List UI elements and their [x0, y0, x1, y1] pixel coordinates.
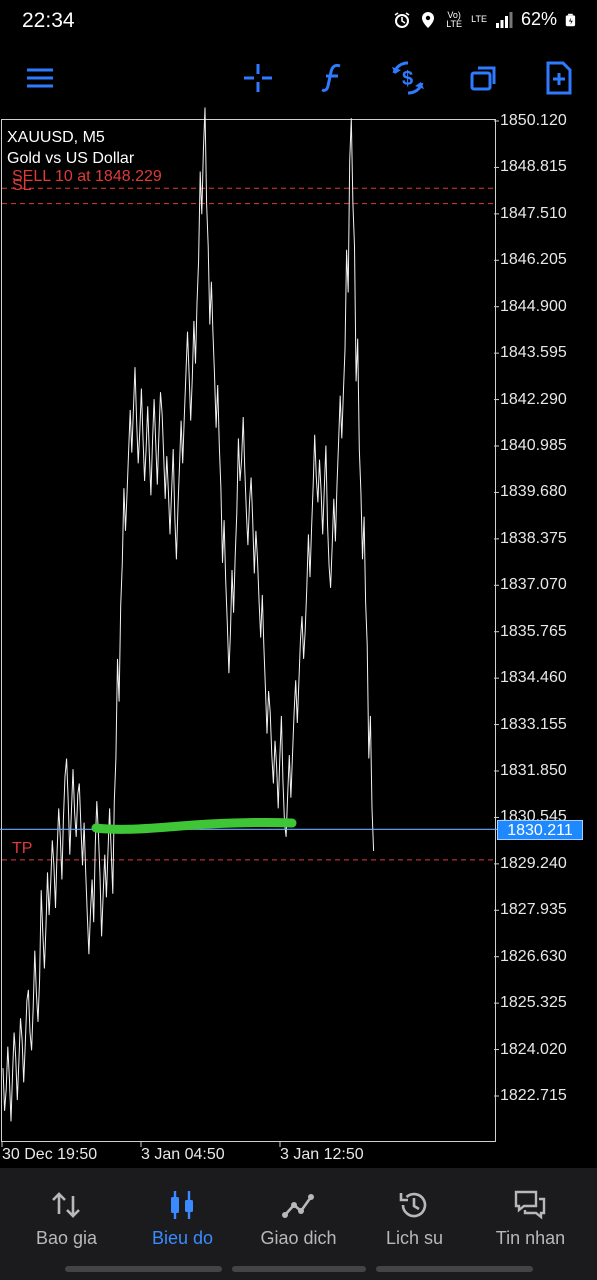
trade-line-icon: [282, 1194, 314, 1218]
battery-icon: [565, 13, 576, 26]
chart-plot-area[interactable]: [1, 119, 496, 1142]
take-profit-label: TP: [12, 840, 33, 857]
nav-quotes[interactable]: Bao gia: [7, 1168, 126, 1258]
crosshair-button[interactable]: [240, 60, 276, 96]
price-series-line: [2, 107, 375, 1122]
y-tick-label: 1837.070: [500, 576, 567, 594]
chart-description: Gold vs US Dollar: [7, 150, 135, 167]
messages-icon: [514, 1190, 546, 1220]
x-tick-label: 3 Jan 12:50: [280, 1146, 364, 1163]
system-nav-bar: [376, 1266, 533, 1272]
y-tick-label: 1833.155: [500, 715, 567, 733]
y-tick-label: 1846.205: [500, 251, 567, 269]
stop-loss-label: SL: [12, 177, 32, 194]
y-tick-label: 1825.325: [500, 994, 567, 1012]
trade-icon: $: [392, 61, 424, 95]
y-tick-label: 1829.240: [500, 854, 567, 872]
sell-order-label: SELL 10 at 1848.229: [12, 168, 162, 185]
current-price-badge: 1830.211: [497, 820, 583, 840]
nav-trade[interactable]: Giao dich: [239, 1168, 358, 1258]
new-order-icon: [546, 61, 572, 95]
system-nav-bar: [232, 1266, 366, 1272]
nav-chart[interactable]: Bieu do: [123, 1168, 242, 1258]
y-tick-label: 1827.935: [500, 901, 567, 919]
y-tick-label: 1850.120: [500, 112, 567, 129]
y-tick-label: 1844.900: [500, 297, 567, 315]
y-tick-label: 1822.715: [500, 1087, 567, 1104]
y-tick-label: 1838.375: [500, 529, 567, 547]
y-tick-label: 1831.850: [500, 762, 567, 779]
system-nav-bar: [65, 1266, 222, 1272]
status-bar: 22:34 Vo) LTE LTE 62%: [0, 0, 597, 44]
y-tick-label: 1848.815: [500, 158, 567, 176]
x-tick-label: 3 Jan 04:50: [141, 1146, 225, 1163]
signal-icon: [495, 11, 513, 28]
menu-button[interactable]: [22, 60, 58, 96]
y-tick-label: 1839.680: [500, 483, 567, 501]
history-icon: [399, 1192, 427, 1218]
chart-svg: [0, 107, 499, 1147]
nav-messages[interactable]: Tin nhan: [471, 1168, 590, 1258]
drawn-annotation: [91, 817, 297, 834]
windows-icon: [470, 66, 496, 91]
y-tick-label: 1842.290: [500, 390, 567, 408]
windows-button[interactable]: [466, 60, 502, 96]
y-tick-label: 1835.765: [500, 622, 567, 640]
y-tick-label: 1847.510: [500, 204, 567, 222]
alarm-icon: [394, 11, 410, 28]
crosshair-icon: [244, 64, 272, 92]
chart-symbol: XAUUSD, M5: [7, 129, 105, 146]
indicators-icon: [321, 63, 341, 92]
y-tick-label: 1834.460: [500, 669, 567, 687]
y-tick-label: 1840.985: [500, 437, 567, 454]
quotes-icon: [52, 1192, 80, 1218]
lte-indicator: LTE: [471, 14, 487, 24]
nav-label: Giao dich: [260, 1228, 337, 1248]
new-order-button[interactable]: [541, 60, 577, 96]
svg-text:$: $: [402, 68, 413, 90]
x-tick-label: 30 Dec 19:50: [2, 1146, 98, 1163]
bottom-navigation: Bao gia Bieu do Giao dich Lich su Tin nh…: [0, 1168, 597, 1280]
price-chart[interactable]: XAUUSD, M5 Gold vs US Dollar SELL 10 at …: [0, 0, 597, 1180]
nav-history[interactable]: Lich su: [355, 1168, 474, 1258]
nav-label: Tin nhan: [495, 1228, 566, 1248]
status-time: 22:34: [22, 9, 75, 32]
nav-label: Bao gia: [35, 1228, 98, 1248]
y-tick-label: 1824.020: [500, 1040, 567, 1058]
indicators-button[interactable]: [315, 60, 351, 96]
chart-candles-icon: [171, 1191, 193, 1219]
y-tick-label: 1826.630: [500, 947, 567, 965]
nav-label: Bieu do: [151, 1228, 214, 1248]
y-tick-label: 1843.595: [500, 344, 567, 362]
battery-percent: 62%: [520, 9, 557, 29]
status-icons: Vo) LTE LTE 62%: [393, 9, 579, 30]
nav-label: Lich su: [385, 1228, 444, 1248]
location-icon: [422, 11, 435, 28]
top-toolbar: $: [0, 50, 597, 108]
menu-icon: [27, 68, 53, 88]
volte-indicator: Vo) LTE: [446, 9, 463, 29]
trade-button[interactable]: $: [390, 60, 426, 96]
